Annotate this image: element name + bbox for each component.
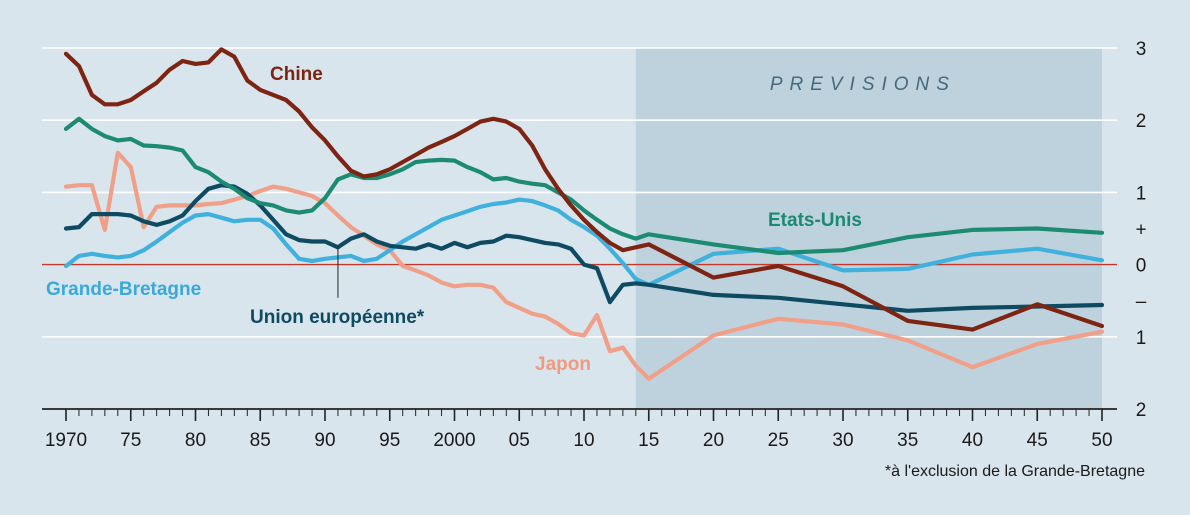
x-tick-label: 95 [379,430,400,451]
x-tick-label: 40 [962,430,983,451]
y-axis: 3 2 1 +0 – 1 2 [1135,39,1146,421]
series-layer [63,47,1105,381]
series-label-grande-bretagne: Grande-Bretagne [46,279,201,300]
x-tick-label: 90 [314,430,335,451]
x-tick-label: 85 [250,430,271,451]
x-tick-label: 05 [509,430,530,451]
x-tick-label: 35 [897,430,918,451]
y-tick-label: 3 [1136,39,1147,60]
x-tick-label: 80 [185,430,206,451]
series-label-chine: Chine [270,64,323,85]
y-tick-label: 2 [1136,400,1147,421]
x-tick-label: 15 [638,430,659,451]
series-label-union-europeenne: Union européenne* [250,307,425,328]
series-label-japon: Japon [535,354,591,375]
y-tick-label: + [1135,220,1146,241]
x-tick-label: 2000 [433,430,475,451]
x-tick-label: 25 [768,430,789,451]
series-line-etats-unis [63,116,1105,256]
series-line-japon [63,150,1105,381]
y-tick-label: 1 [1136,328,1147,349]
x-tick-label: 45 [1027,430,1048,451]
x-tick-label: 1970 [45,430,87,451]
y-tick-label: 2 [1136,111,1147,132]
x-tick-label: 75 [120,430,141,451]
x-tick-label: 10 [573,430,594,451]
series-line-union-europeenne [63,183,1105,313]
series-line-chine [63,47,1105,332]
forecast-label: PREVISIONS [770,74,956,95]
y-tick-label: 0 [1136,256,1147,277]
x-tick-label: 30 [832,430,853,451]
x-tick-label: 50 [1091,430,1112,451]
series-label-etats-unis: Etats-Unis [768,210,862,231]
series-line-grande-bretagne [63,197,1105,287]
footnote: *à l'exclusion de la Grande-Bretagne [885,463,1145,480]
x-axis: 1970 75 80 85 90 95 2000 05 10 15 20 25 30 35 40 45 50 [42,408,1117,451]
y-tick-label: – [1136,292,1147,313]
x-tick-label: 20 [703,430,724,451]
y-tick-label: 1 [1136,183,1147,204]
